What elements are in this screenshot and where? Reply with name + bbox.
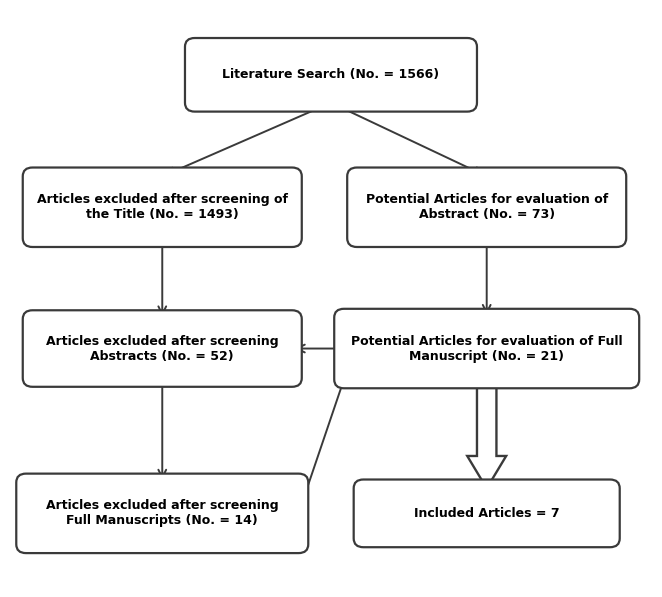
Text: Potential Articles for evaluation of Full
Manuscript (No. = 21): Potential Articles for evaluation of Ful… [351, 334, 622, 362]
FancyBboxPatch shape [347, 168, 626, 247]
FancyBboxPatch shape [23, 168, 302, 247]
Text: Articles excluded after screening
Abstracts (No. = 52): Articles excluded after screening Abstra… [46, 334, 279, 362]
Text: Articles excluded after screening of
the Title (No. = 1493): Articles excluded after screening of the… [37, 193, 288, 221]
Text: Potential Articles for evaluation of
Abstract (No. = 73): Potential Articles for evaluation of Abs… [365, 193, 608, 221]
FancyBboxPatch shape [23, 310, 302, 387]
Text: Articles excluded after screening
Full Manuscripts (No. = 14): Articles excluded after screening Full M… [46, 499, 279, 527]
Text: Literature Search (No. = 1566): Literature Search (No. = 1566) [222, 68, 440, 81]
FancyBboxPatch shape [185, 38, 477, 112]
FancyBboxPatch shape [17, 473, 308, 553]
Text: Included Articles = 7: Included Articles = 7 [414, 507, 559, 520]
Polygon shape [467, 380, 506, 488]
FancyBboxPatch shape [354, 479, 620, 547]
FancyBboxPatch shape [334, 309, 639, 388]
